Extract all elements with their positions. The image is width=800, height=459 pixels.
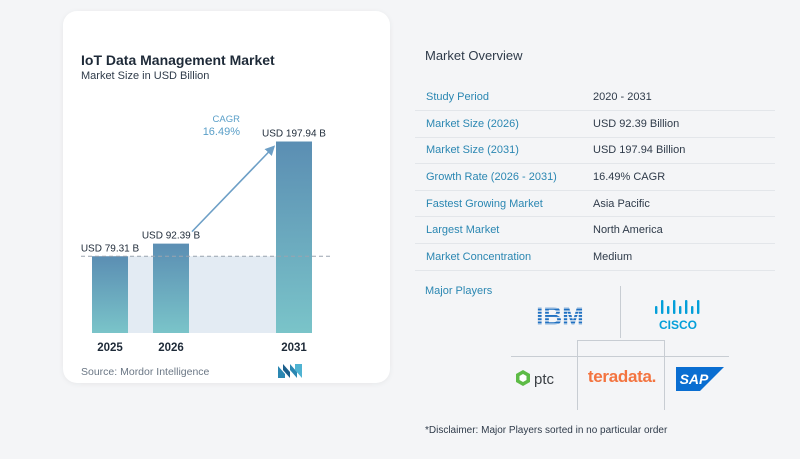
overview-row-value: Medium	[583, 243, 775, 271]
sap-logo: SAP	[674, 366, 726, 392]
x-tick-2025: 2025	[97, 342, 123, 354]
overview-row-value: 16.49% CAGR	[583, 163, 775, 191]
overview-row-value: 2020 - 2031	[583, 84, 775, 112]
cagr-arrow	[191, 145, 276, 233]
overview-row: Market Size (2031) USD 197.94 Billion	[415, 137, 775, 165]
chart-title: IoT Data Management Market	[81, 52, 275, 68]
overview-row-value: USD 92.39 Billion	[583, 110, 775, 138]
ibm-logo: IBM	[520, 298, 600, 332]
reference-shade	[92, 256, 312, 333]
players-divider	[577, 340, 665, 341]
overview-row-label: Market Size (2031)	[415, 137, 583, 165]
overview-row: Study Period 2020 - 2031	[415, 84, 775, 112]
disclaimer-note: *Disclaimer: Major Players sorted in no …	[425, 425, 668, 436]
sap-logo-text: SAP	[680, 371, 709, 387]
chart-subtitle: Market Size in USD Billion	[81, 70, 210, 82]
overview-row-label: Study Period	[415, 84, 583, 112]
overview-row-value: Asia Pacific	[583, 190, 775, 218]
overview-row-label: Fastest Growing Market	[415, 190, 583, 218]
value-label-2031: USD 197.94 B	[262, 129, 326, 140]
overview-row: Largest Market North America	[415, 216, 775, 245]
ptc-logo-text: ptc	[534, 371, 555, 388]
overview-row: Growth Rate (2026 - 2031) 16.49% CAGR	[415, 163, 775, 191]
overview-row-label: Largest Market	[415, 216, 583, 245]
overview-row: Market Concentration Medium	[415, 243, 775, 271]
teradata-logo: teradata.	[582, 362, 662, 392]
overview-row: Market Size (2026) USD 92.39 Billion	[415, 110, 775, 138]
overview-row-label: Market Concentration	[415, 243, 583, 271]
market-overview-table: Study Period 2020 - 2031 Market Size (2026…	[415, 84, 775, 271]
mordor-intelligence-logo-icon	[278, 364, 302, 378]
bar-2026	[153, 243, 189, 333]
overview-row-label: Market Size (2026)	[415, 110, 583, 138]
source-note: Source: Mordor Intelligence	[81, 366, 210, 378]
players-divider	[620, 286, 621, 338]
x-tick-2026: 2026	[158, 342, 184, 354]
cisco-logo-icon: CISCO	[655, 300, 700, 332]
x-tick-2031: 2031	[281, 342, 307, 354]
teradata-logo-text: teradata.	[587, 367, 657, 386]
players-divider	[511, 356, 729, 357]
players-divider	[664, 340, 665, 410]
overview-row-value: USD 197.94 Billion	[583, 137, 775, 165]
ptc-logo: ptc	[512, 366, 572, 394]
ptc-logo-icon: ptc	[516, 370, 555, 388]
overview-row-value: North America	[583, 216, 775, 245]
market-overview-title: Market Overview	[425, 48, 523, 63]
bar-2031	[276, 141, 312, 333]
sap-logo-icon: SAP	[676, 367, 724, 391]
overview-row-label: Growth Rate (2026 - 2031)	[415, 163, 583, 191]
ibm-logo-icon: IBM	[536, 302, 584, 328]
bar-2025	[92, 256, 128, 333]
cagr-label: CAGR	[213, 114, 241, 125]
cisco-logo-text: CISCO	[659, 318, 697, 332]
players-divider	[577, 340, 578, 410]
ibm-logo-text: IBM	[536, 302, 584, 328]
cagr-value: 16.49%	[203, 126, 241, 138]
value-label-2025: USD 79.31 B	[81, 243, 140, 254]
value-label-2026: USD 92.39 B	[142, 231, 201, 242]
overview-row: Fastest Growing Market Asia Pacific	[415, 190, 775, 218]
cisco-logo: CISCO	[640, 294, 716, 334]
major-players-title: Major Players	[425, 285, 493, 297]
